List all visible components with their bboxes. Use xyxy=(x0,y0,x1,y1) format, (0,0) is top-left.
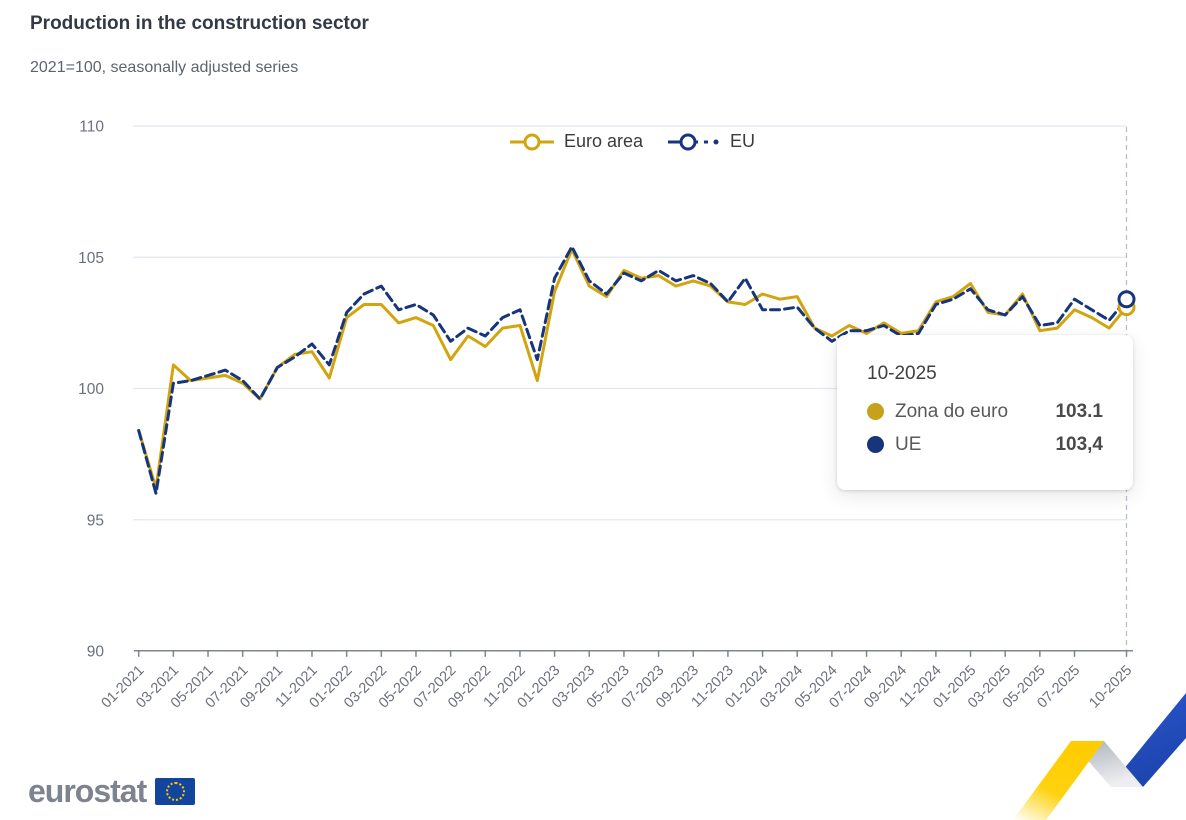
tooltip-label-euro-area: Zona do euro xyxy=(895,400,1009,422)
tooltip-value-eu: 103,4 xyxy=(1055,433,1103,455)
legend-label-euro-area: Euro area xyxy=(563,131,644,151)
eu-dot-icon xyxy=(867,436,884,453)
eurostat-logo: eurostat xyxy=(28,771,196,811)
legend-label-eu: EU xyxy=(730,131,756,151)
chart-legend: Euro area EU xyxy=(0,131,1186,152)
chart-tooltip: 10-2025 Zona do euro 103.1 UE 103,4 xyxy=(837,335,1133,490)
euro-area-dot-icon xyxy=(867,403,884,420)
eu-flag-icon xyxy=(155,777,196,805)
eurostat-ribbon-graphic xyxy=(1013,693,1186,820)
tooltip-label-eu: UE xyxy=(895,433,922,455)
legend-item-euro-area[interactable]: Euro area xyxy=(509,131,643,152)
svg-text:90: 90 xyxy=(87,644,105,661)
tooltip-row-eu: UE 103,4 xyxy=(867,428,1103,461)
euro-area-line-marker-icon xyxy=(509,133,554,150)
page-title: Production in the construction sector xyxy=(30,13,369,34)
tooltip-row-euro-area: Zona do euro 103.1 xyxy=(867,395,1103,428)
eu-dashed-line-marker-icon xyxy=(668,133,719,150)
svg-text:105: 105 xyxy=(78,250,104,267)
svg-text:100: 100 xyxy=(78,381,104,398)
legend-item-eu[interactable]: EU xyxy=(667,131,755,152)
svg-text:95: 95 xyxy=(87,512,104,529)
eurostat-logo-text: eurostat xyxy=(28,773,147,809)
tooltip-value-euro-area: 103.1 xyxy=(1055,400,1103,422)
svg-text:110: 110 xyxy=(79,119,104,136)
page-subtitle: 2021=100, seasonally adjusted series xyxy=(30,59,299,76)
tooltip-period: 10-2025 xyxy=(867,363,937,384)
